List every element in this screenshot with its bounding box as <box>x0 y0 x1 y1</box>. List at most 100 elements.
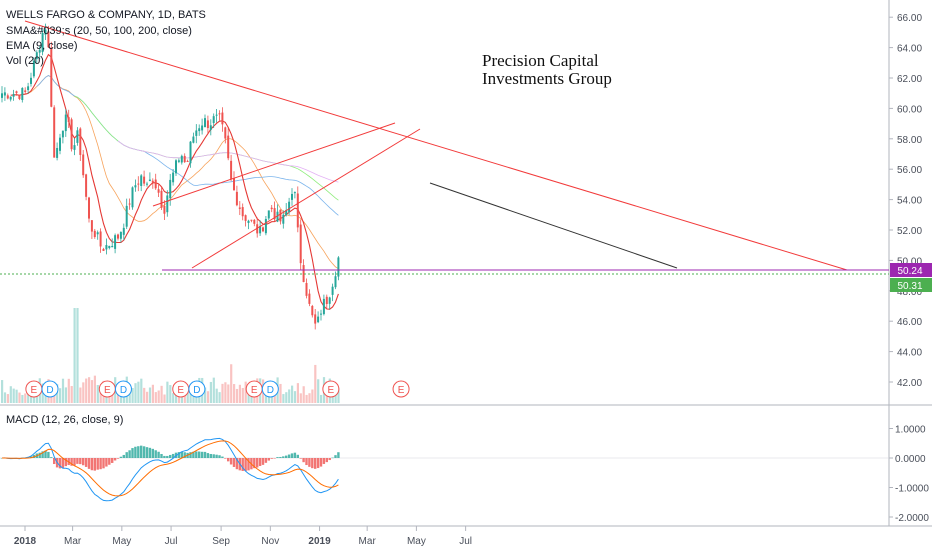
volume-bar <box>302 386 305 403</box>
candle-body <box>24 90 27 92</box>
candle-body <box>244 215 247 221</box>
short-downtrend-line[interactable] <box>429 182 678 269</box>
event-label: E <box>328 385 335 396</box>
event-marker-7[interactable]: D <box>261 380 279 398</box>
candle-body <box>93 230 96 237</box>
candle-body <box>314 314 317 324</box>
event-marker-6[interactable]: E <box>245 380 263 398</box>
volume-bar <box>140 378 143 403</box>
event-marker-4[interactable]: E <box>172 380 190 398</box>
macd-histogram-bar <box>180 451 183 458</box>
macd-histogram-bar <box>227 458 230 462</box>
candle-body <box>172 172 175 183</box>
volume-bar <box>224 382 227 403</box>
macd-histogram-bar <box>218 455 221 458</box>
candle-body <box>137 183 140 185</box>
macd-histogram-bar <box>337 452 340 458</box>
volume-bar <box>24 393 27 403</box>
candle-body <box>241 207 244 217</box>
volume-bar <box>212 377 215 403</box>
event-label: D <box>193 385 200 396</box>
volume-bar <box>131 387 134 403</box>
time-axis[interactable]: 2018 Mar May Jul Sep Nov 2019 Mar May Jul <box>14 526 472 547</box>
candle-body <box>201 125 204 131</box>
volume-bar <box>183 394 186 403</box>
volume-bar <box>93 375 96 403</box>
rising-channel-upper-line[interactable] <box>152 122 396 207</box>
event-marker-0[interactable]: E <box>25 380 43 398</box>
macd-histogram-bar <box>247 458 250 471</box>
macd-histogram-bar <box>116 458 120 459</box>
volume-bar <box>21 394 24 403</box>
macd-histogram-bar <box>264 458 268 463</box>
macd-axis[interactable]: 1.0000 0.0000 -1.0000 -2.0000 <box>889 425 929 525</box>
event-marker-3[interactable]: D <box>114 380 132 398</box>
volume-bar <box>73 308 76 403</box>
candle-body <box>53 107 56 158</box>
long-downtrend-line[interactable] <box>24 20 848 271</box>
event-marker-1[interactable]: D <box>41 380 59 398</box>
candle-body <box>224 127 227 139</box>
event-marker-8[interactable]: E <box>322 380 340 398</box>
price-badge-purple: 50.24 <box>890 263 932 277</box>
candle-body <box>247 220 250 223</box>
macd-histogram-bar <box>61 458 65 469</box>
volume-bar <box>96 385 99 403</box>
macd-histogram-bar <box>253 458 256 469</box>
volume-bar <box>215 388 218 403</box>
volume-bar <box>291 385 294 403</box>
macd-histogram-bar <box>125 452 128 458</box>
signal-line <box>2 440 339 497</box>
volume-bar <box>50 393 53 403</box>
volume-bar <box>285 392 288 403</box>
candle-body <box>218 113 221 115</box>
candle-body <box>15 91 18 94</box>
rising-channel-lower-line[interactable] <box>191 128 421 269</box>
event-marker-2[interactable]: E <box>98 380 116 398</box>
event-label: D <box>120 385 127 396</box>
x-tick-label: May <box>112 536 131 547</box>
candle-body <box>311 305 314 316</box>
macd-histogram-bar <box>111 458 114 463</box>
macd-histogram-bar <box>198 451 201 458</box>
volume-bar <box>18 392 21 403</box>
candle-body <box>192 136 195 143</box>
candle-body <box>215 114 218 116</box>
volume-bar <box>76 308 79 403</box>
candle-body <box>56 147 59 158</box>
volume-bar <box>209 381 212 403</box>
candle-body <box>186 160 189 162</box>
volume-bar <box>82 382 85 403</box>
price-axis[interactable]: 66.00 64.00 62.00 60.00 58.00 56.00 54.00 52.00… <box>889 13 922 389</box>
event-marker-5[interactable]: D <box>188 380 206 398</box>
y-tick-label: 42.00 <box>897 378 922 389</box>
macd-histogram-bar <box>113 458 117 461</box>
macd-histogram-bar <box>134 446 137 458</box>
candle-body <box>262 227 264 232</box>
candle-body <box>209 125 212 130</box>
candle-body <box>299 224 302 264</box>
macd-histogram-bar <box>229 458 233 465</box>
macd-histogram-bar <box>137 446 140 458</box>
volume-bar <box>337 388 340 403</box>
macd-histogram-bar <box>53 458 56 465</box>
macd-tick-label: 0.0000 <box>895 454 926 465</box>
event-marker-9[interactable]: E <box>392 380 410 398</box>
macd-histogram-bar <box>276 457 279 458</box>
candle-body <box>238 207 241 209</box>
earnings-icon <box>392 380 410 398</box>
y-tick-label: 60.00 <box>897 104 922 115</box>
macd-histogram-bar <box>282 456 285 458</box>
macd-histogram-bar <box>319 458 323 467</box>
y-tick-label: 50.00 <box>897 256 922 267</box>
macd-histogram-bar <box>209 453 212 458</box>
volume-bar <box>264 393 268 403</box>
macd-line <box>1 437 339 502</box>
volume-bar <box>166 381 169 403</box>
volume-bar <box>90 380 94 403</box>
candle-body <box>198 128 201 132</box>
macd-histogram-bar <box>131 448 134 458</box>
y-tick-label: 48.00 <box>897 287 922 298</box>
macd-histogram-bar <box>79 458 82 465</box>
candle-body <box>279 209 282 222</box>
